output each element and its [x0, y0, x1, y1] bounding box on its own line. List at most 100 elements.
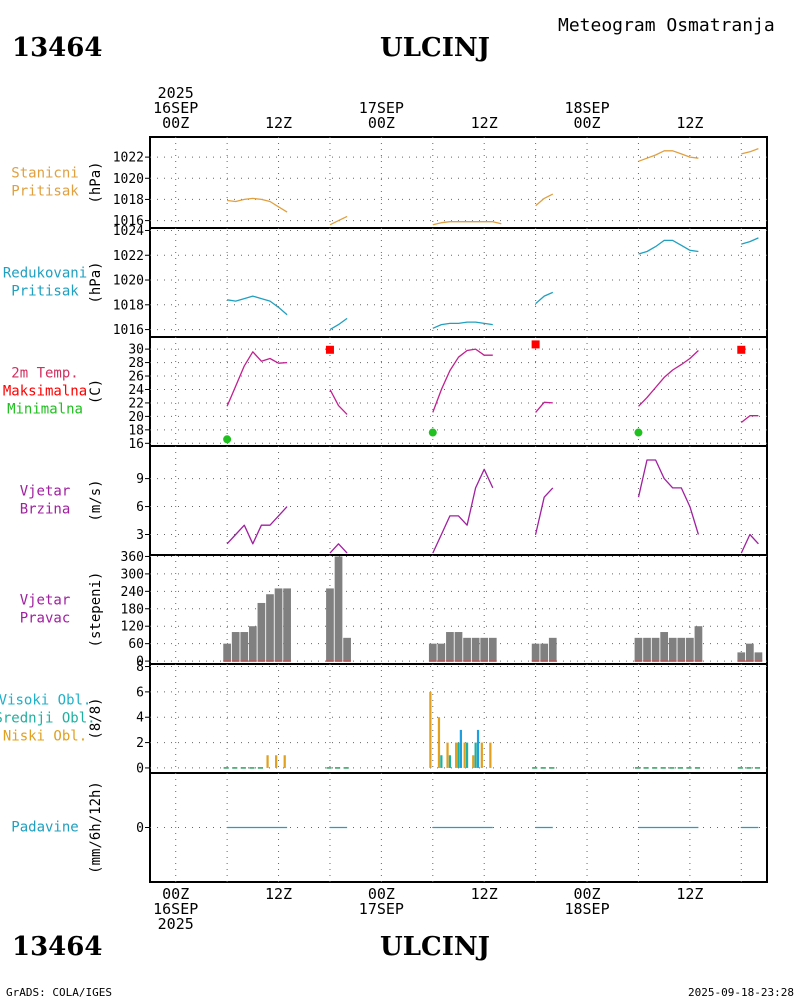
wind-dir-bar — [240, 632, 249, 662]
top-time-label: 2025 — [158, 84, 194, 102]
ytick-label: 1022 — [113, 151, 144, 166]
top-time-label: 00Z — [368, 114, 395, 132]
series-line-wind-speed — [637, 459, 700, 535]
ytick-label: 0 — [136, 821, 144, 836]
wind-dir-bar — [488, 637, 497, 662]
cloud-bar — [446, 742, 449, 768]
unit-label: (stepeni) — [88, 572, 104, 648]
wind-dir-bar — [266, 594, 274, 662]
top-time-label: 17SEP — [359, 99, 404, 117]
ytick-label: 300 — [121, 567, 144, 582]
series-line-wind-speed — [740, 533, 759, 554]
series-line-station-pressure — [535, 193, 554, 207]
bottom-time-label: 16SEP — [153, 900, 198, 918]
max-temp-marker — [531, 340, 540, 349]
series-line-temperature — [226, 351, 288, 407]
ytick-label: 18 — [128, 423, 144, 438]
cloud-bar — [480, 742, 483, 768]
top-time-label: 16SEP — [153, 99, 198, 117]
unit-label: (C) — [88, 379, 104, 404]
wind-dir-bar — [686, 637, 694, 662]
panel-label: Redukovani — [3, 266, 87, 282]
ytick-label: 1016 — [113, 323, 144, 338]
product-title: Meteogram Osmatranja — [558, 15, 775, 36]
series-line-reduced-pressure — [638, 239, 699, 255]
ytick-label: 120 — [121, 620, 144, 635]
panel-precipitation: 0 (mm/6h/12h) Padavine — [11, 772, 768, 883]
unit-label: (hPa) — [88, 161, 104, 203]
ytick-label: 4 — [136, 711, 144, 726]
cloud-bar — [454, 742, 458, 768]
panel-label: Pravac — [20, 611, 71, 627]
wind-dir-bar — [540, 643, 549, 662]
wind-dir-bar — [257, 602, 266, 662]
cloud-bar — [429, 691, 432, 768]
panel-label: Brzina — [20, 502, 71, 518]
ytick-label: 1020 — [113, 172, 144, 187]
cloud-bar — [266, 755, 269, 768]
bottom-time-label: 17SEP — [359, 900, 404, 918]
panel-label: Niski Obl. — [3, 729, 87, 745]
wind-dir-bar — [283, 588, 291, 662]
series-line-temperature — [535, 401, 553, 413]
series-line-temperature — [432, 348, 493, 413]
series-line-reduced-pressure — [329, 317, 348, 331]
series-line-temperature — [638, 350, 699, 407]
series-line-wind-speed — [329, 543, 348, 554]
wind-dir-bar — [428, 643, 437, 662]
ytick-label: 1016 — [113, 214, 144, 229]
unit-label: (mm/6h/12h) — [88, 781, 104, 874]
series-line-wind-speed — [226, 506, 288, 545]
panel-label: Padavine — [11, 820, 78, 836]
series-line-reduced-pressure — [432, 321, 493, 329]
bottom-time-label: 18SEP — [564, 900, 609, 918]
top-time-label: 12Z — [471, 114, 498, 132]
panel-clouds: 0 2 4 6 8 (8/8)Visoki Obl. Srednji Obl. Niski O… — [0, 660, 768, 776]
cloud-bar — [459, 729, 463, 768]
cloud-bar — [457, 742, 460, 768]
cloud-bar — [463, 742, 466, 768]
series-line-station-pressure — [741, 147, 759, 155]
panel-label: Minimalna — [7, 402, 83, 418]
panel-wind-speed: 3 6 9 (m/s) Vjetar Brzina — [20, 445, 768, 556]
bottom-time-label: 12Z — [265, 885, 292, 903]
panel-frame — [149, 227, 768, 338]
panel-label: Stanicni — [11, 166, 78, 182]
ytick-label: 30 — [128, 343, 144, 358]
bottom-time-label: 00Z — [162, 885, 189, 903]
bottom-time-label: 12Z — [471, 885, 498, 903]
cloud-bar — [448, 755, 452, 768]
ytick-label: 1022 — [113, 249, 144, 264]
ytick-label: 6 — [136, 685, 144, 700]
ytick-label: 60 — [128, 637, 144, 652]
wind-dir-bar — [548, 637, 557, 662]
ytick-label: 6 — [136, 500, 144, 515]
wind-dir-bar — [446, 632, 454, 662]
panel-label: Maksimalna — [3, 384, 87, 400]
wind-dir-bar — [531, 643, 540, 662]
cloud-bar — [474, 742, 477, 768]
cloud-bar — [472, 755, 475, 768]
panel-frame — [149, 136, 768, 229]
wind-dir-bar — [326, 588, 334, 662]
ytick-label: 28 — [128, 356, 144, 371]
panel-reduced-pressure: 1016 1018 1020 1022 1024 (hPa)Redukovani Priti… — [3, 224, 768, 338]
series-line-reduced-pressure — [227, 295, 288, 316]
wind-dir-bar — [668, 637, 677, 662]
series-line-station-pressure — [432, 221, 502, 226]
unit-label: (8/8) — [88, 697, 104, 739]
wind-dir-bar — [677, 637, 686, 662]
cloud-bar — [275, 755, 278, 768]
ytick-label: 1020 — [113, 274, 144, 289]
ytick-label: 22 — [128, 396, 144, 411]
bottom-time-label: 2025 — [158, 915, 194, 933]
footer-right: 2025-09-18-23:28 — [688, 986, 794, 999]
wind-dir-bar — [754, 652, 763, 662]
series-line-wind-speed — [432, 468, 494, 554]
ytick-label: 180 — [121, 602, 144, 617]
wind-dir-bar — [334, 556, 343, 662]
ytick-label: 8 — [136, 660, 144, 675]
ytick-label: 1018 — [113, 193, 144, 208]
